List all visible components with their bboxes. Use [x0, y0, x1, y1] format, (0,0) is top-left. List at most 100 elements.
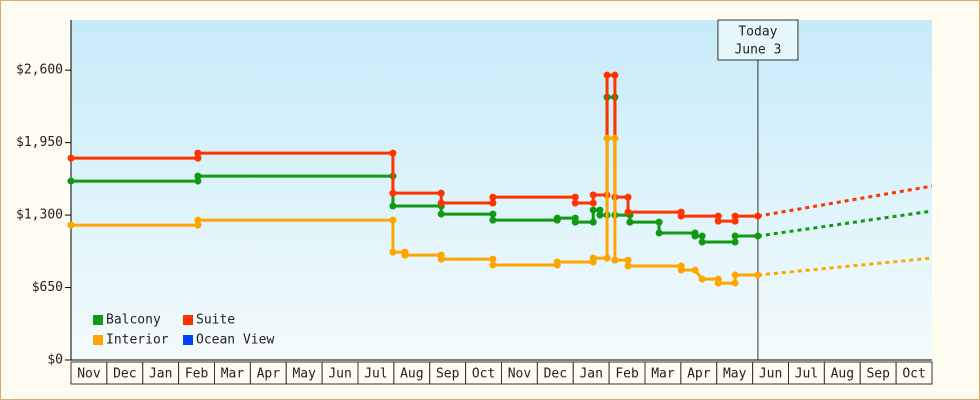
price-point [714, 212, 722, 220]
price-point [194, 154, 202, 162]
price-point [389, 189, 397, 197]
today-box [717, 19, 799, 61]
x-tick-label: Dec [544, 367, 567, 382]
price-point [571, 193, 579, 201]
price-point [655, 229, 663, 237]
price-point [489, 210, 497, 218]
price-point [603, 71, 611, 79]
price-point [489, 261, 497, 269]
legend-label: Balcony [106, 313, 161, 328]
price-point [194, 216, 202, 224]
x-tick-label: Sep [436, 367, 460, 382]
x-tick-label: Apr [687, 367, 711, 382]
x-tick-label: Feb [185, 367, 209, 382]
price-point [589, 218, 597, 226]
forecast-line [757, 209, 933, 238]
legend-swatch [93, 315, 103, 325]
x-tick-label: Mar [221, 367, 245, 382]
x-tick-label: Mar [651, 367, 675, 382]
x-tick-label: Jan [579, 367, 602, 382]
x-tick-label: May [723, 367, 747, 382]
price-point [589, 254, 597, 262]
price-point [611, 134, 619, 142]
price-point [596, 206, 604, 214]
legend-swatch [183, 335, 193, 345]
price-point [553, 258, 561, 266]
price-point [731, 212, 739, 220]
price-point [489, 255, 497, 263]
x-tick-label: Jun [759, 367, 782, 382]
price-point [624, 208, 632, 216]
forecast-line [757, 256, 933, 277]
price-point [698, 275, 706, 283]
price-point [194, 221, 202, 229]
price-point [714, 279, 722, 287]
price-point [754, 271, 762, 279]
price-point [624, 256, 632, 264]
price-point [603, 134, 611, 142]
price-point [389, 149, 397, 157]
price-point [389, 216, 397, 224]
month-cell [895, 361, 933, 385]
price-point [194, 177, 202, 185]
price-point [489, 193, 497, 201]
legend-label: Suite [196, 313, 235, 328]
legend-label: Ocean View [196, 333, 274, 348]
price-point [677, 212, 685, 220]
price-point [626, 218, 634, 226]
price-point [754, 232, 762, 240]
x-tick-label: Sep [866, 367, 890, 382]
price-point [731, 279, 739, 287]
plot-area [71, 20, 932, 360]
x-tick-label: Jan [149, 367, 172, 382]
y-tick-label: $0 [47, 353, 63, 368]
price-point [589, 191, 597, 199]
x-tick-label: Jun [328, 367, 351, 382]
price-point [611, 256, 619, 264]
price-point [603, 254, 611, 262]
x-tick-label: Aug [831, 367, 854, 382]
x-tick-label: Oct [472, 367, 495, 382]
x-tick-label: Jul [364, 367, 387, 382]
price-point [489, 199, 497, 207]
price-point [589, 199, 597, 207]
y-tick-label: $1,950 [16, 135, 63, 150]
x-tick-label: Feb [615, 367, 639, 382]
price-point [611, 71, 619, 79]
price-point [714, 217, 722, 225]
price-point [731, 232, 739, 240]
price-point [691, 232, 699, 240]
price-point [437, 189, 445, 197]
price-point [655, 218, 663, 226]
price-point [553, 214, 561, 222]
x-tick-label: Aug [400, 367, 423, 382]
price-point [589, 206, 597, 214]
price-point [389, 202, 397, 210]
price-point [194, 149, 202, 157]
price-point [67, 154, 75, 162]
price-point [731, 238, 739, 246]
x-tick-label: Nov [508, 367, 532, 382]
forecast-line [757, 184, 933, 218]
price-point [194, 172, 202, 180]
price-point [691, 266, 699, 274]
price-point [489, 216, 497, 224]
x-tick-label: Jul [795, 367, 818, 382]
price-point [67, 177, 75, 185]
price-point [596, 211, 604, 219]
price-point [401, 251, 409, 259]
y-tick-label: $650 [32, 280, 63, 295]
x-tick-label: May [292, 367, 316, 382]
price-point [67, 221, 75, 229]
price-point [624, 262, 632, 270]
x-tick-label: Apr [257, 367, 281, 382]
legend-swatch [93, 335, 103, 345]
x-tick-label: Dec [113, 367, 136, 382]
price-point [677, 266, 685, 274]
price-point [389, 248, 397, 256]
legend-swatch [183, 315, 193, 325]
x-tick-label: Nov [77, 367, 101, 382]
price-point [571, 218, 579, 226]
price-point [437, 210, 445, 218]
